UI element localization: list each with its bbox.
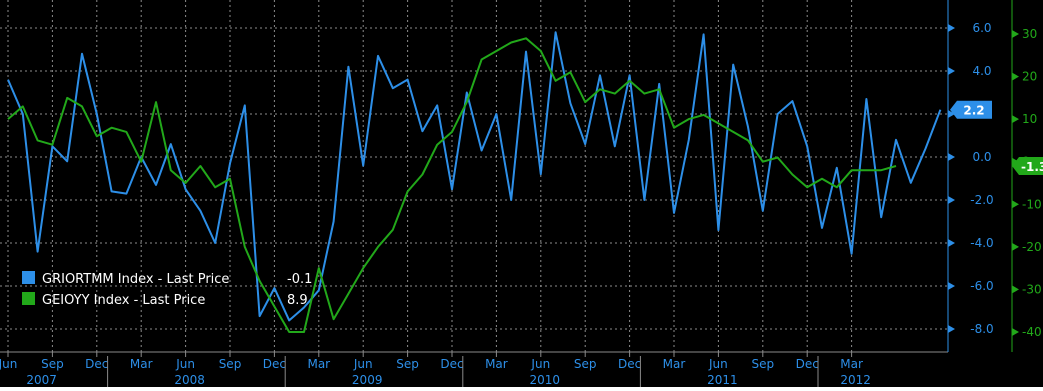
x-tick-label: Sep (41, 357, 64, 371)
legend-value-geioyy: 8.9 (287, 293, 308, 308)
y-left-tick-label: 0.0 (972, 150, 991, 164)
y-left-tick-mark (948, 24, 955, 32)
x-tick-label: Sep (219, 357, 242, 371)
y-left-tick-label: -6.0 (970, 279, 993, 293)
year-label: 2012 (840, 373, 871, 387)
y-right-tick-mark (1012, 328, 1019, 336)
y-right-tick-mark (1012, 200, 1019, 209)
y-right-tick-mark (1012, 285, 1019, 294)
y-left-tick-mark (948, 67, 955, 75)
legend-label-griortmm: GRIORTMM Index - Last Price (42, 272, 229, 287)
plot-background (0, 0, 948, 352)
x-tick-label: Jun (353, 357, 373, 371)
y-left-tick-mark (948, 110, 955, 118)
year-label: 2010 (530, 373, 561, 387)
x-tick-label: Mar (130, 357, 153, 371)
series-line-0 (7, 31, 942, 322)
end-value-box-geioyy (1012, 156, 1043, 175)
y-left-tick-label: -8.0 (970, 322, 993, 336)
legend-swatch-griortmm (22, 271, 35, 284)
series-layer (7, 31, 942, 333)
y-left-tick-label: -4.0 (970, 236, 993, 250)
x-tick-label: Dec (263, 357, 286, 371)
y-right-tick-mark (1012, 72, 1019, 81)
year-label: 2007 (26, 373, 57, 387)
year-label: 2009 (352, 373, 383, 387)
year-label: 2008 (174, 373, 205, 387)
legend-swatch-geioyy (22, 292, 35, 305)
x-tick-label: Sep (574, 357, 597, 371)
y-left-tick-label: 6.0 (972, 21, 991, 35)
x-tick-label: Jun (0, 357, 17, 371)
x-tick-label: Sep (751, 357, 774, 371)
y-right-tick-label: -40 (1022, 325, 1042, 339)
grid-layer (0, 0, 948, 352)
x-tick-label: Sep (396, 357, 419, 371)
x-tick-label: Jun (530, 357, 550, 371)
x-tick-label: Dec (85, 357, 108, 371)
y-left-tick-mark (948, 153, 955, 161)
y-right-tick-mark (1012, 115, 1019, 124)
y-right-tick-label: -30 (1022, 282, 1042, 296)
x-tick-label: Dec (618, 357, 641, 371)
y-right-tick-label: 10 (1022, 112, 1037, 126)
x-tick-label: Jun (708, 357, 728, 371)
y-right-tick-label: 20 (1022, 70, 1037, 84)
y-left-tick-mark (948, 282, 955, 290)
legend-label-geioyy: GEIOYY Index - Last Price (42, 293, 205, 308)
x-tick-label: Dec (440, 357, 463, 371)
x-tick-label: Mar (840, 357, 863, 371)
y-left-tick-label: 4.0 (972, 64, 991, 78)
y-left-tick-mark (948, 325, 955, 333)
y-right-tick-mark (1012, 242, 1019, 251)
axis-layer: Jun Sep Dec Mar Jun Sep Dec Mar Jun Sep Dec Mar Jun S… (0, 21, 1043, 387)
y-left-tick-label: -2.0 (970, 193, 993, 207)
x-tick-label: Mar (485, 357, 508, 371)
end-value-geioyy: -1.3 (1021, 160, 1043, 174)
x-tick-label: Mar (307, 357, 330, 371)
x-tick-label: Mar (663, 357, 686, 371)
y-right-tick-label: 30 (1022, 27, 1037, 41)
y-left-tick-mark (948, 196, 955, 204)
year-label: 2011 (707, 373, 738, 387)
x-tick-label: Dec (796, 357, 819, 371)
end-value-box-griortmm (950, 100, 992, 119)
right-axis-background (948, 0, 1043, 387)
x-tick-label: Jun (175, 357, 195, 371)
y-right-tick-label: -20 (1022, 240, 1042, 254)
legend-value-griortmm: -0.1 (287, 272, 312, 287)
series-line-1 (7, 37, 897, 333)
legend: GRIORTMM Index - Last Price -0.1 GEIOYY … (22, 271, 312, 308)
y-right-tick-mark (1012, 30, 1019, 38)
y-left-tick-mark (948, 239, 955, 247)
y-right-tick-label: -10 (1022, 197, 1042, 211)
bottom-axis-background (0, 352, 948, 387)
end-value-griortmm: 2.2 (963, 104, 984, 118)
